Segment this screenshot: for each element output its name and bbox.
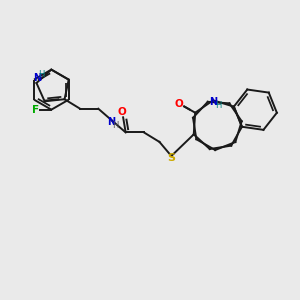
Text: S: S bbox=[168, 153, 176, 163]
Text: O: O bbox=[117, 107, 126, 117]
Text: N: N bbox=[209, 97, 217, 106]
Text: N: N bbox=[107, 117, 115, 127]
Text: H: H bbox=[215, 101, 221, 110]
Text: O: O bbox=[175, 99, 184, 109]
Text: F: F bbox=[32, 105, 39, 115]
Text: H: H bbox=[112, 122, 119, 130]
Text: H: H bbox=[38, 70, 45, 79]
Text: N: N bbox=[33, 73, 41, 83]
